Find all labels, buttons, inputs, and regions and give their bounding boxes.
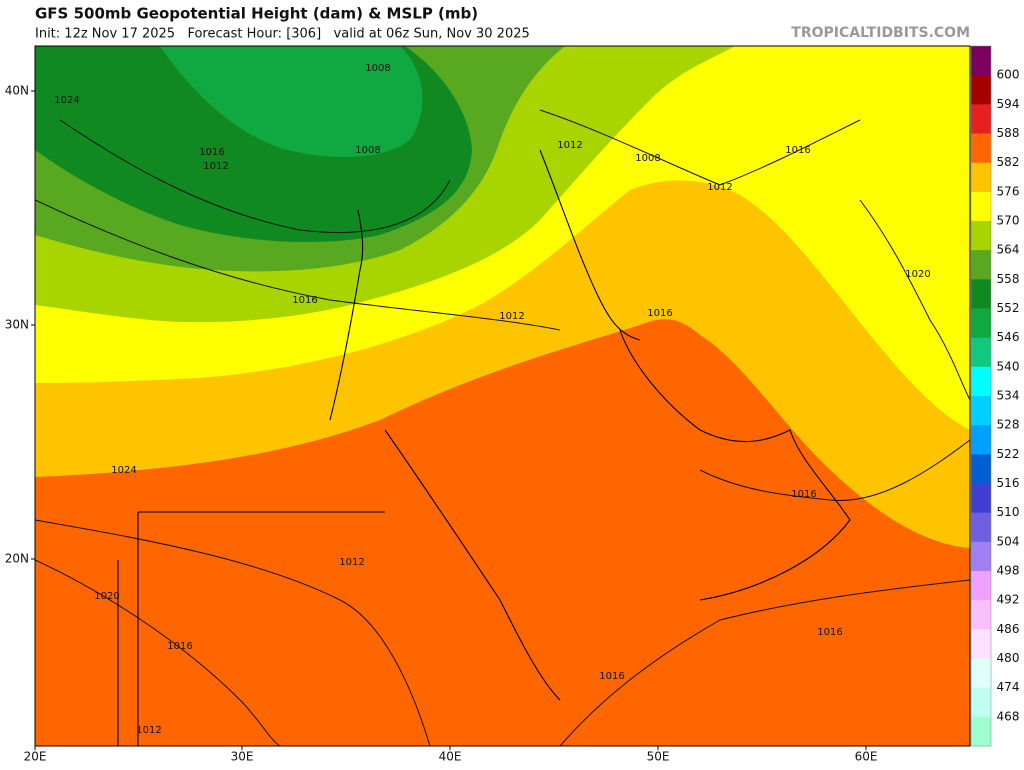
colorbar-label: 474 [997, 680, 1020, 694]
isobar-label: 1016 [167, 641, 192, 652]
title: GFS 500mb Geopotential Height (dam) & MS… [35, 5, 478, 23]
colorbar-swatch [971, 46, 991, 76]
isobar-label: 1012 [339, 557, 364, 568]
colorbar-swatch [971, 396, 991, 426]
colorbar-label: 534 [997, 389, 1020, 403]
colorbar-swatch [971, 366, 991, 397]
isobar-label: 1012 [557, 140, 582, 151]
colorbar-swatch [971, 191, 991, 222]
isobar-label: 1016 [817, 627, 842, 638]
colorbar-swatch [971, 571, 991, 601]
colorbar-swatch [971, 337, 991, 368]
isobar-label: 1012 [707, 182, 732, 193]
isobar-label: 1016 [791, 489, 816, 500]
colorbar-swatch [971, 279, 991, 309]
colorbar-label: 582 [997, 155, 1020, 169]
isobar-label: 1024 [111, 465, 136, 476]
colorbar-label: 492 [997, 593, 1020, 607]
colorbar-swatch [971, 104, 991, 134]
height-fill [160, 46, 423, 158]
isobar-label: 1016 [647, 308, 672, 319]
colorbar-label: 564 [997, 243, 1020, 257]
colorbar-swatch [971, 658, 991, 689]
colorbar-label: 510 [997, 505, 1020, 519]
colorbar-label: 576 [997, 184, 1020, 198]
colorbar-swatch [971, 541, 991, 572]
colorbar-label: 528 [997, 418, 1020, 432]
colorbar-swatch [971, 425, 991, 455]
colorbar-label: 468 [997, 709, 1020, 723]
lat-label: 40N [5, 84, 29, 98]
isobar-label: 1016 [599, 671, 624, 682]
colorbar-label: 504 [997, 534, 1020, 548]
map-area [35, 46, 970, 746]
lon-label: 20E [24, 750, 47, 764]
isobar-label: 1016 [785, 145, 810, 156]
isobar-label: 1012 [499, 311, 524, 322]
watermark: TROPICALTIDBITS.COM [791, 25, 970, 41]
isobar-label: 1008 [355, 145, 380, 156]
colorbar-label: 588 [997, 126, 1020, 140]
isobar-label: 1008 [635, 153, 660, 164]
lon-label: 50E [647, 750, 670, 764]
colorbar-swatch [971, 250, 991, 280]
colorbar-swatch [971, 221, 991, 251]
colorbar-label: 546 [997, 330, 1020, 344]
colorbar-label: 552 [997, 301, 1020, 315]
colorbar-swatch [971, 716, 991, 747]
colorbar-frame [970, 45, 992, 747]
lon-label: 60E [855, 750, 878, 764]
colorbar-swatch [971, 512, 991, 543]
colorbar-label: 522 [997, 447, 1020, 461]
colorbar-swatch [971, 483, 991, 514]
map-frame [34, 45, 971, 747]
colorbar-label: 540 [997, 359, 1020, 373]
colorbar-swatch [971, 687, 991, 718]
isobar-label: 1012 [136, 725, 161, 736]
isobar-label: 1012 [203, 161, 228, 172]
isobar-label: 1008 [365, 63, 390, 74]
colorbar-label: 558 [997, 272, 1020, 286]
colorbar-label: 498 [997, 564, 1020, 578]
colorbar-label: 600 [997, 68, 1020, 82]
isobar-label: 1020 [905, 269, 930, 280]
colorbar-swatch [971, 454, 991, 484]
lat-label: 20N [5, 552, 29, 566]
colorbar-swatch [971, 308, 991, 339]
lon-label: 40E [439, 750, 462, 764]
colorbar-swatch [971, 629, 991, 659]
colorbar-swatch [971, 75, 991, 105]
colorbar-label: 594 [997, 97, 1020, 111]
isobar-label: 1024 [54, 95, 79, 106]
colorbar-label: 516 [997, 476, 1020, 490]
isobar-label: 1016 [292, 295, 317, 306]
colorbar-label: 486 [997, 622, 1020, 636]
colorbar-label: 480 [997, 651, 1020, 665]
subtitle: Init: 12z Nov 17 2025 Forecast Hour: [30… [35, 27, 530, 42]
colorbar-swatch [971, 600, 991, 630]
isobar-label: 1016 [199, 147, 224, 158]
colorbar-label: 570 [997, 214, 1020, 228]
colorbar-swatch [971, 133, 991, 164]
isobar-label: 1020 [94, 591, 119, 602]
lat-label: 30N [5, 318, 29, 332]
lon-label: 30E [231, 750, 254, 764]
colorbar-swatch [971, 162, 991, 193]
